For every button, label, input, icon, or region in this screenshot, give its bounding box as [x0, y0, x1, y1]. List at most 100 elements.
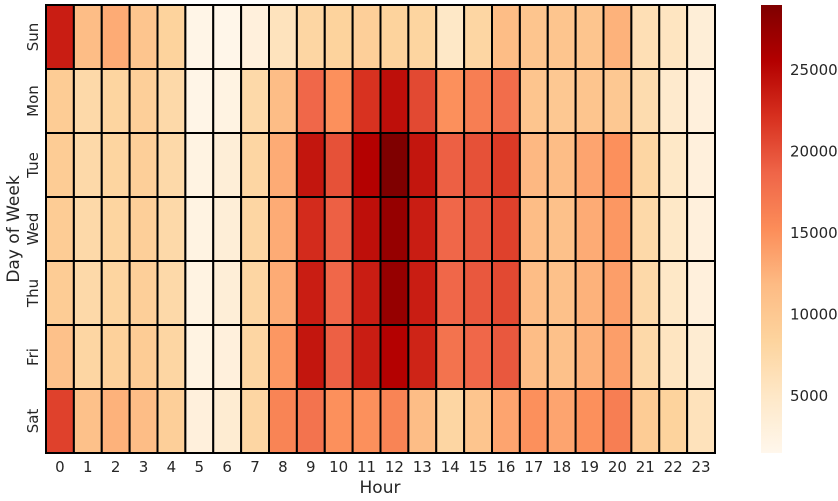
heatmap-cell [658, 196, 689, 262]
colorbar-tick-labels: 5000 10000 15000 20000 25000 [790, 61, 838, 405]
heatmap-cell [463, 196, 493, 262]
heatmap-cell [351, 132, 382, 198]
heatmap-cell [407, 132, 438, 198]
y-tick-label: Mon [24, 85, 42, 117]
heatmap-cell [72, 260, 103, 326]
heatmap-cell [630, 260, 661, 326]
heatmap-cell [546, 260, 577, 326]
heatmap-cell [240, 196, 270, 262]
heatmap-cell [602, 388, 633, 454]
heatmap-cell [630, 4, 661, 70]
heatmap-cell [45, 324, 75, 390]
y-tick-labels: Sun Mon Tue Wed Thu Fri Sat [24, 23, 42, 434]
x-tick-label: 7 [250, 458, 260, 476]
colorbar [761, 5, 782, 453]
heatmap-cell [212, 132, 243, 198]
heatmap-cell [240, 260, 270, 326]
heatmap-cell [156, 324, 187, 390]
heatmap-cell [351, 68, 382, 134]
heatmap-cell [351, 388, 382, 454]
heatmap-cell [686, 388, 716, 454]
heatmap-cell [212, 4, 243, 70]
heatmap-cell [212, 196, 243, 262]
heatmap-cell [295, 196, 326, 262]
heatmap-cell [323, 132, 354, 198]
heatmap-cell [323, 4, 354, 70]
heatmap-cell [407, 260, 438, 326]
heatmap-cell [686, 132, 716, 198]
heatmap-cell [658, 388, 689, 454]
heatmap-cell [184, 388, 215, 454]
heatmap-cell [351, 260, 382, 326]
heatmap-cell [128, 68, 159, 134]
heatmap-cell [379, 388, 410, 454]
heatmap-cell [463, 388, 493, 454]
heatmap-cell [72, 388, 103, 454]
heatmap-cells [45, 4, 716, 454]
heatmap-cell [212, 388, 243, 454]
heatmap-cell [518, 388, 549, 454]
heatmap-cell [379, 196, 410, 262]
heatmap-cell [156, 260, 187, 326]
heatmap-cell [156, 388, 187, 454]
heatmap-cell [379, 68, 410, 134]
x-tick-label: 14 [441, 458, 460, 476]
heatmap-cell [184, 196, 215, 262]
heatmap-cell [686, 324, 716, 390]
heatmap-cell [602, 260, 633, 326]
heatmap-cell [491, 260, 521, 326]
y-tick-label: Thu [24, 279, 42, 308]
heatmap-cell [323, 388, 354, 454]
y-tick-label: Tue [24, 152, 42, 179]
heatmap-cell [45, 196, 75, 262]
heatmap-cell [546, 388, 577, 454]
x-tick-label: 8 [278, 458, 288, 476]
heatmap-cell [295, 132, 326, 198]
x-tick-label: 3 [139, 458, 149, 476]
heatmap-cell [72, 324, 103, 390]
heatmap-cell [323, 68, 354, 134]
heatmap-cell [72, 132, 103, 198]
x-tick-labels: 0 1 2 3 4 5 6 7 8 9 10 11 12 13 14 15 16 17 18 19 20 21 22 23 [55, 458, 710, 476]
heatmap-cell [574, 196, 605, 262]
x-tick-label: 1 [83, 458, 93, 476]
heatmap-cell [491, 68, 521, 134]
x-tick-label: 20 [608, 458, 627, 476]
heatmap-cell [323, 196, 354, 262]
heatmap-cell [546, 132, 577, 198]
heatmap-cell [574, 132, 605, 198]
heatmap-cell [602, 196, 633, 262]
heatmap-cell [491, 324, 521, 390]
heatmap-cell [658, 68, 689, 134]
heatmap-cell [574, 324, 605, 390]
heatmap-cell [295, 260, 326, 326]
heatmap-cell [435, 388, 466, 454]
heatmap-cell [658, 324, 689, 390]
heatmap-cell [128, 4, 159, 70]
heatmap-cell [658, 260, 689, 326]
heatmap-cell [184, 132, 215, 198]
heatmap-cell [463, 68, 493, 134]
x-tick-label: 12 [385, 458, 404, 476]
heatmap-cell [184, 4, 215, 70]
heatmap-cell [435, 324, 466, 390]
heatmap-cell [351, 4, 382, 70]
heatmap-cell [518, 260, 549, 326]
heatmap-cell [240, 132, 270, 198]
heatmap-cell [268, 388, 298, 454]
heatmap-cell [491, 4, 521, 70]
heatmap-cell [128, 132, 159, 198]
heatmap-cell [491, 132, 521, 198]
heatmap-cell [379, 132, 410, 198]
x-tick-label: 15 [469, 458, 488, 476]
heatmap-cell [100, 196, 131, 262]
x-tick-label: 2 [111, 458, 121, 476]
heatmap-cell [658, 132, 689, 198]
heatmap-cell [546, 196, 577, 262]
colorbar-tick-label: 15000 [790, 224, 838, 242]
heatmap-cell [240, 68, 270, 134]
heatmap-cell [379, 4, 410, 70]
heatmap-cell [602, 324, 633, 390]
heatmap-cell [156, 4, 187, 70]
